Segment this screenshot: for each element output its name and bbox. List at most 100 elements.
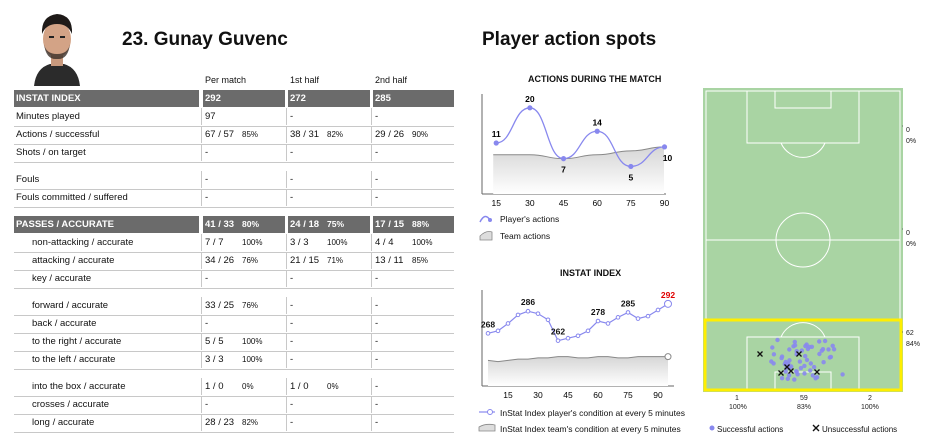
first-half-value: - [290,399,294,410]
column-divider [201,396,202,413]
x-tick-label: 30 [525,198,535,208]
successful-action-dot [769,359,774,364]
team-actions-area [493,146,665,194]
column-divider [286,108,287,125]
second-half-value: 13 / 11 [375,255,404,266]
zone-top-count: 0 [906,127,910,134]
successful-action-dot [787,347,792,352]
second-half-value: - [375,147,379,158]
successful-action-dot [789,364,794,369]
x-tick-label: 45 [559,198,569,208]
per-match-value: - [205,399,209,410]
player-condition-point [655,307,661,313]
unsuccessful-action-cross [814,369,820,375]
column-divider [371,252,372,269]
column-divider [286,414,287,431]
table-row: Minutes played 97 - - [14,108,454,127]
col-header-per-match: Per match [205,75,247,85]
zone-mid-count: 0 [906,230,910,237]
column-divider [371,315,372,332]
column-divider [201,108,202,125]
column-divider [286,396,287,413]
column-divider [371,378,372,395]
successful-action-dot [817,339,822,344]
successful-action-dot [803,343,808,349]
row-label: Fouls committed / suffered [16,192,128,203]
player-condition-legend-icon [479,409,495,415]
player-condition-point [485,331,491,336]
successful-action-dot [786,373,792,378]
first-half-value: - [290,417,294,428]
second-half-value: - [375,300,379,311]
bottom-right-count: 2 [868,395,872,402]
successful-action-dot [779,355,784,361]
row-label: back / accurate [32,318,97,329]
instat-value-label: 286 [521,297,535,307]
column-divider [286,234,287,251]
column-divider [286,252,287,269]
first-half-value: - [290,111,294,122]
second-half-value: 17 / 15 [375,219,405,230]
x-tick-label: 60 [592,198,602,208]
first-half-value: - [290,300,294,311]
second-half-value: - [375,318,379,329]
header-bar-cell [14,90,199,107]
header-bar-cell [373,90,454,107]
table-row: back / accurate - - - [14,315,454,334]
table-row: Fouls - - - [14,171,454,190]
column-divider [201,351,202,368]
column-divider [286,297,287,314]
player-actions-value-label: 11 [492,129,501,139]
row-label: Shots / on target [16,147,86,158]
successful-action-dot [797,359,803,364]
row-label: INSTAT INDEX [16,93,81,104]
first-half-pct: 75% [327,219,345,229]
first-half-value: 1 / 0 [290,381,309,392]
column-divider [201,333,202,350]
table-section-header: PASSES / ACCURATE 41 / 33 80% 24 / 18 75% 17 … [14,216,454,234]
player-condition-point [545,317,551,323]
per-match-value: - [205,174,209,185]
player-condition-point [585,328,591,334]
x-tick-label: 90 [653,390,663,400]
first-half-pct: 71% [327,256,344,265]
first-half-value: - [290,174,294,185]
zone-bottom-count: 62 [906,330,914,337]
first-half-value: - [290,273,294,284]
successful-action-dot [828,354,834,360]
unsuccessful-action-cross [788,368,794,374]
header-bar-cell [203,216,285,233]
top-goal-area [774,90,832,109]
column-divider [371,333,372,350]
header-bar-cell [288,216,370,233]
column-divider [371,108,372,125]
successful-action-dot [802,371,807,376]
second-half-value: - [375,174,379,185]
column-divider [371,396,372,413]
table-row: Fouls committed / suffered - - - [14,189,454,208]
per-match-value: - [205,318,209,329]
row-label: to the right / accurate [32,336,122,347]
second-half-value: - [375,354,379,365]
first-half-value: - [290,318,294,329]
second-half-value: 29 / 26 [375,129,405,140]
row-label: PASSES / ACCURATE [16,219,115,230]
first-half-value: 272 [290,93,306,104]
player-actions-point [661,144,668,150]
player-condition-point [615,315,621,320]
team-condition-line [487,356,668,363]
player-photo [28,4,86,86]
second-half-pct: 100% [412,238,433,247]
x-tick-label: 75 [626,198,636,208]
successful-action-dot [811,364,817,370]
team-condition-area [488,356,668,386]
second-half-pct: 90% [412,130,429,139]
row-label: into the box / accurate [32,381,126,392]
per-match-value: - [205,147,209,158]
table-row: to the right / accurate 5 / 5 100% - - [14,333,454,352]
player-condition-point [505,321,511,326]
row-label: Actions / successful [16,129,100,140]
highlighted-zone [703,318,903,392]
section-title: Player action spots [482,29,657,50]
row-label: non-attacking / accurate [32,237,134,248]
